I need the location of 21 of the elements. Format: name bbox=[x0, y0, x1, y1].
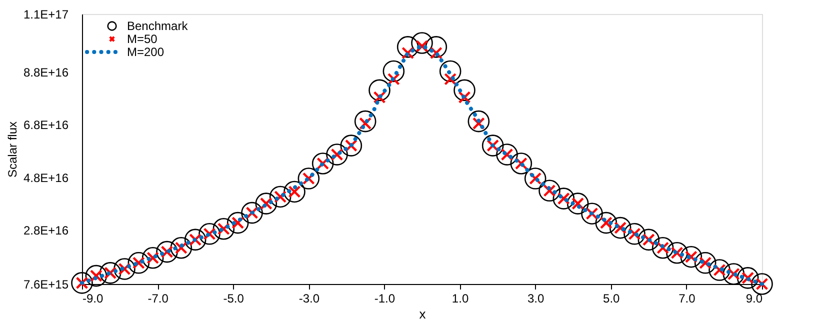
legend-label: M=200 bbox=[127, 45, 164, 59]
legend-label: M=50 bbox=[127, 32, 158, 46]
x-axis-title: x bbox=[419, 306, 426, 322]
y-axis-title: Scalar flux bbox=[5, 121, 20, 178]
y-tick-label: 6.8E+16 bbox=[23, 118, 69, 132]
y-tick-label: 8.8E+16 bbox=[23, 66, 69, 80]
y-tick-label: 1.1E+17 bbox=[23, 8, 69, 22]
x-tick-label: -7.0 bbox=[148, 292, 169, 306]
x-tick-label: 3.0 bbox=[527, 292, 544, 306]
x-tick-label: -1.0 bbox=[374, 292, 396, 306]
x-tick-label: -9.0 bbox=[82, 292, 104, 306]
x-tick-label: -3.0 bbox=[298, 292, 320, 306]
legend-label: Benchmark bbox=[127, 19, 189, 33]
x-tick-label: 7.0 bbox=[678, 292, 696, 306]
x-tick-label: 5.0 bbox=[603, 292, 620, 306]
y-tick-label: 7.6E+15 bbox=[23, 278, 69, 292]
y-tick-label: 2.8E+16 bbox=[23, 224, 69, 238]
x-tick-label: -5.0 bbox=[223, 292, 244, 306]
x-tick-label: 1.0 bbox=[452, 292, 469, 306]
y-tick-label: 4.8E+16 bbox=[23, 170, 69, 185]
x-tick-label: 9.0 bbox=[746, 292, 763, 306]
